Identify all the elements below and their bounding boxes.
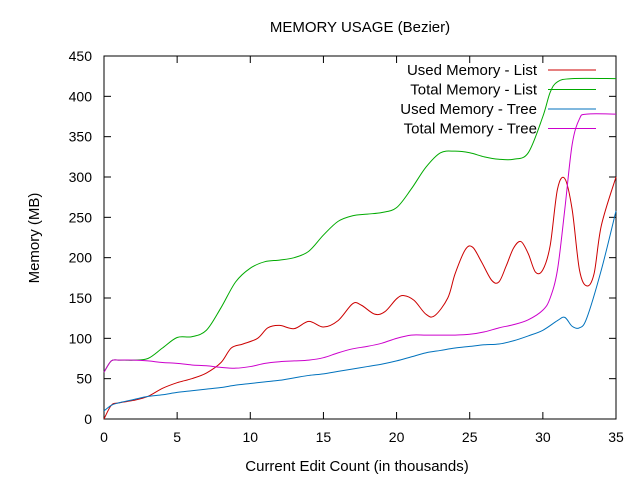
y-tick-label: 0: [84, 411, 92, 427]
series-line-used-memory-list: [103, 176, 617, 420]
series-line-used-memory-tree: [103, 210, 617, 412]
x-tick-label: 35: [608, 429, 624, 445]
y-tick-label: 200: [69, 250, 93, 266]
y-tick-label: 350: [69, 129, 93, 145]
series-lines: [103, 77, 617, 420]
y-tick-label: 450: [69, 48, 93, 64]
chart-title: MEMORY USAGE (Bezier): [270, 19, 450, 36]
legend-label: Used Memory - Tree: [400, 101, 537, 118]
series-line-total-memory-tree: [103, 113, 617, 373]
x-tick-label: 25: [462, 429, 478, 445]
x-axis-label: Current Edit Count (in thousands): [245, 458, 468, 475]
axis-ticks: 0 5 10 15 20 25 30 3505010015020025030035040045…: [69, 48, 624, 445]
y-axis-label: Memory (MB): [26, 193, 43, 284]
x-tick-label: 10: [242, 429, 258, 445]
y-tick-label: 250: [69, 209, 93, 225]
x-tick-label: 5: [173, 429, 181, 445]
x-tick-label: 0: [100, 429, 108, 445]
legend-label: Total Memory - List: [410, 82, 538, 99]
x-tick-label: 30: [535, 429, 551, 445]
y-tick-label: 300: [69, 169, 93, 185]
y-tick-label: 150: [69, 290, 93, 306]
plot-frame: [103, 55, 617, 420]
series-line-total-memory-list: [103, 77, 617, 373]
y-tick-label: 400: [69, 88, 93, 104]
legend-label: Total Memory - Tree: [404, 121, 537, 138]
legend: Used Memory - List Total Memory - List Use…: [400, 62, 596, 138]
y-tick-label: 50: [76, 371, 92, 387]
legend-label: Used Memory - List: [407, 62, 538, 79]
x-tick-label: 20: [389, 429, 405, 445]
x-tick-label: 15: [316, 429, 332, 445]
y-tick-label: 100: [69, 330, 93, 346]
